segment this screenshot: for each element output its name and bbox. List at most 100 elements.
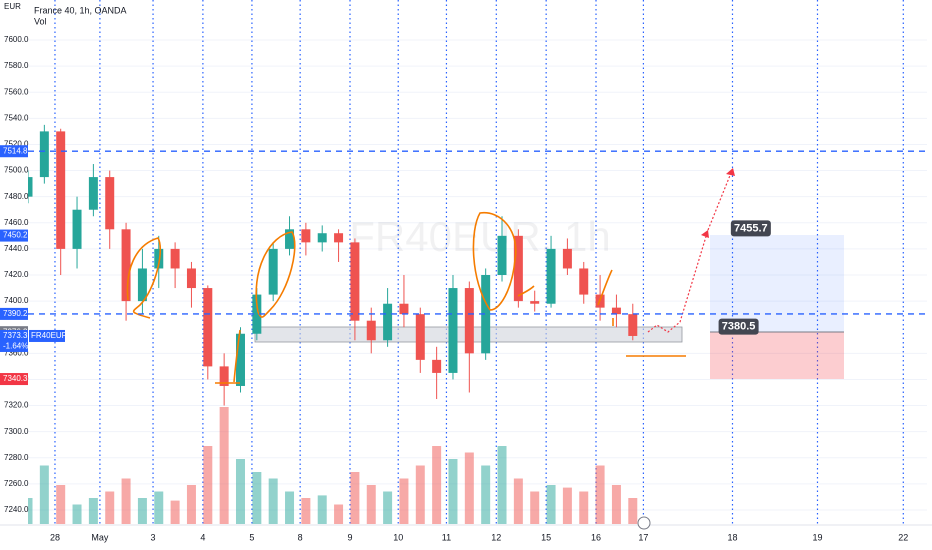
annotation-label: 7380.5: [722, 320, 756, 332]
candle-body: [481, 275, 491, 354]
projection: [647, 167, 734, 333]
y-tick-label: 7440.0: [4, 244, 29, 253]
candle-body: [415, 314, 425, 360]
candle-body: [170, 248, 180, 269]
volume-label: Vol: [34, 16, 47, 26]
candle-body: [628, 314, 638, 336]
price-label: 7450.2: [3, 231, 28, 240]
price-axis-labels: 7240.07260.07280.07300.07320.07340.07360…: [0, 35, 68, 514]
volume-bar: [366, 485, 376, 524]
drawing-curve: [472, 212, 517, 311]
volume-bar: [105, 491, 115, 524]
price-label-box: [0, 340, 28, 352]
chart-title: France 40, 1h, OANDA: [34, 5, 127, 15]
y-tick-label: 7540.0: [4, 113, 29, 122]
volume-bar: [268, 478, 278, 524]
candle-body: [219, 366, 229, 386]
volume-bar: [481, 465, 491, 524]
time-axis-labels: 28 May 3 4 5 8 9 10 11 12 15 16 17 18 19 22: [50, 532, 908, 542]
projection-path: [707, 167, 734, 231]
y-tick-label: 7500.0: [4, 166, 29, 175]
volume-bar: [170, 500, 180, 524]
volume-bar: [121, 478, 131, 524]
volume-bar: [448, 459, 458, 524]
candle-body: [497, 235, 507, 275]
y-tick-label: 7520.0: [4, 140, 29, 149]
price-label: 7390.2: [3, 309, 28, 318]
volume-bar: [88, 498, 98, 524]
y-tick-label: 7420.0: [4, 270, 29, 279]
candle-body: [268, 248, 278, 295]
volume-bar: [350, 472, 360, 524]
last-change: -1.64%: [3, 342, 28, 351]
y-tick-label: 7600.0: [4, 35, 29, 44]
volume-bar: [235, 459, 245, 524]
candle-body: [579, 268, 589, 295]
price-label: 7340.3: [3, 374, 28, 383]
candle-body: [562, 248, 572, 269]
x-tick-label: 11: [442, 532, 451, 542]
x-tick-label: May: [91, 532, 109, 542]
y-tick-label: 7240.0: [4, 505, 29, 514]
annotation-box: [730, 220, 771, 237]
price-label-box: [0, 373, 28, 386]
volume-bar: [154, 491, 164, 524]
candle-body: [546, 248, 556, 304]
loss-zone: [710, 332, 844, 379]
volume-bar: [56, 485, 66, 524]
drawing-curve: [126, 237, 162, 319]
y-tick-label: 7400.0: [4, 296, 29, 305]
volume-bar: [513, 478, 523, 524]
candle-body: [154, 248, 164, 269]
candle-body: [301, 229, 311, 243]
overlays: 7455.7 7380.5: [28, 150, 927, 335]
candle-body: [399, 303, 409, 315]
price-label: 7514.8: [3, 146, 28, 155]
candle-body: [350, 242, 360, 321]
volume-bar: [530, 491, 540, 524]
symbol-box: [29, 329, 65, 342]
candle-body: [334, 233, 344, 243]
volume-bar: [285, 491, 295, 524]
price-label-box: [0, 329, 28, 342]
x-tick-label: 4: [200, 532, 205, 542]
volume-bar: [579, 491, 589, 524]
candle-body: [186, 268, 196, 289]
x-tick-label: 28: [50, 532, 60, 542]
candle-body: [56, 131, 66, 249]
volume-bar: [399, 478, 409, 524]
symbol-label: FR40EUR: [31, 331, 68, 340]
volume-bar: [252, 472, 262, 524]
volume-bar: [497, 446, 507, 524]
candle-body: [235, 333, 245, 386]
drawing-curve: [233, 329, 241, 383]
x-tick-label: 3: [151, 532, 156, 542]
arrow-head: [726, 168, 735, 176]
arrow-head: [701, 230, 709, 238]
x-tick-label: 15: [541, 532, 551, 542]
volume-bar: [137, 498, 147, 524]
volume-bar: [383, 491, 393, 524]
volume-bar: [334, 504, 344, 524]
price-label-box: [0, 229, 28, 242]
grid: [28, 0, 927, 525]
y-tick-label: 7320.0: [4, 401, 29, 410]
volume-bar: [317, 495, 327, 524]
volume-bar: [301, 498, 311, 524]
volume-bar: [546, 485, 556, 524]
replay-icon[interactable]: [637, 516, 651, 530]
x-tick-label: 22: [898, 532, 908, 542]
candle-body: [383, 303, 393, 341]
volume-bar: [72, 504, 82, 524]
volume-bar: [611, 485, 621, 524]
volume-bar: [595, 465, 605, 524]
x-tick-label: 9: [347, 532, 352, 542]
candle-body: [464, 288, 474, 354]
y-tick-label: 7260.0: [4, 479, 29, 488]
x-tick-label: 12: [491, 532, 501, 542]
profit-zone: [710, 235, 844, 332]
x-tick-label: 5: [249, 532, 254, 542]
candle-body: [432, 359, 442, 373]
drawing-curve: [255, 231, 296, 318]
candle-body: [317, 233, 327, 243]
